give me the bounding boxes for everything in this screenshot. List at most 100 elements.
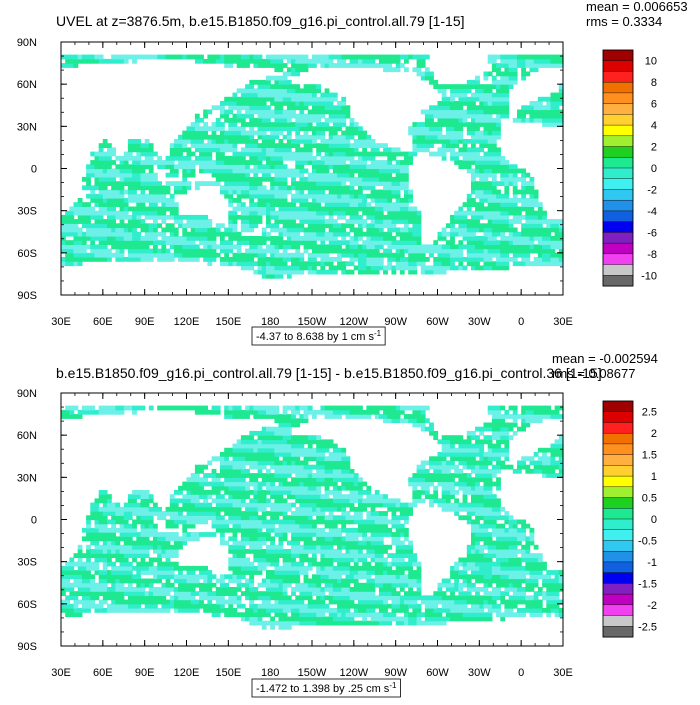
field-cell	[241, 126, 246, 131]
field-cell	[245, 131, 250, 136]
field-cell	[287, 202, 292, 207]
field-cell	[341, 118, 346, 123]
field-cell	[199, 600, 204, 605]
field-cell	[258, 185, 263, 190]
field-cell	[400, 253, 405, 258]
field-cell	[438, 101, 443, 106]
field-cell	[61, 579, 66, 584]
field-cell	[542, 211, 547, 216]
field-cell	[199, 147, 204, 152]
field-cell	[517, 249, 522, 254]
field-cell	[291, 55, 296, 60]
field-cell	[157, 215, 162, 220]
field-cell	[291, 223, 296, 228]
field-cell	[329, 173, 334, 178]
field-cell	[450, 228, 455, 233]
field-cell	[161, 202, 166, 207]
field-cell	[258, 105, 263, 110]
field-cell	[504, 236, 509, 241]
field-cell	[207, 515, 212, 520]
field-cell	[354, 240, 359, 245]
field-cell	[157, 595, 162, 600]
field-cell	[504, 110, 509, 115]
field-cell	[191, 232, 196, 237]
field-cell	[488, 169, 493, 174]
field-cell	[551, 97, 556, 102]
field-cell	[258, 63, 263, 68]
field-cell	[149, 173, 154, 178]
field-cell	[358, 143, 363, 148]
field-cell	[283, 76, 288, 81]
field-cell	[111, 232, 116, 237]
field-cell	[136, 249, 141, 254]
field-cell	[479, 173, 484, 178]
field-cell	[237, 456, 242, 461]
field-cell	[392, 228, 397, 233]
field-cell	[454, 135, 459, 140]
field-cell	[400, 266, 405, 271]
field-cell	[337, 126, 342, 131]
field-cell	[69, 583, 74, 588]
field-cell	[392, 207, 397, 212]
field-cell	[237, 444, 242, 449]
field-cell	[417, 55, 422, 60]
field-cell	[358, 228, 363, 233]
field-cell	[412, 126, 417, 131]
field-cell	[383, 63, 388, 68]
field-cell	[245, 105, 250, 110]
field-cell	[149, 181, 154, 186]
field-cell	[387, 249, 392, 254]
field-cell	[111, 198, 116, 203]
field-cell	[141, 503, 146, 508]
field-cell	[521, 59, 526, 64]
field-cell	[86, 223, 91, 228]
field-cell	[450, 105, 455, 110]
field-cell	[157, 223, 162, 228]
field-cell	[136, 211, 141, 216]
field-cell	[287, 232, 292, 237]
field-cell	[279, 257, 284, 262]
field-cell	[216, 486, 221, 491]
field-cell	[161, 194, 166, 199]
field-cell	[107, 536, 112, 541]
field-cell	[228, 406, 233, 411]
field-cell	[136, 160, 141, 165]
field-cell	[161, 549, 166, 554]
field-cell	[195, 579, 200, 584]
field-cell	[555, 93, 560, 98]
field-cell	[500, 156, 505, 161]
field-cell	[408, 55, 413, 60]
field-cell	[542, 232, 547, 237]
field-cell	[404, 190, 409, 195]
field-cell	[145, 139, 150, 144]
field-cell	[157, 194, 162, 199]
field-cell	[128, 55, 133, 60]
field-cell	[371, 169, 376, 174]
field-cell	[270, 59, 275, 64]
field-cell	[178, 498, 183, 503]
field-cell	[484, 181, 489, 186]
field-cell	[362, 143, 367, 148]
field-cell	[467, 110, 472, 115]
field-cell	[404, 228, 409, 233]
field-cell	[274, 126, 279, 131]
field-cell	[299, 194, 304, 199]
field-cell	[174, 55, 179, 60]
field-cell	[132, 223, 137, 228]
field-cell	[153, 219, 158, 224]
field-cell	[408, 236, 413, 241]
field-cell	[366, 143, 371, 148]
field-cell	[86, 515, 91, 520]
field-cell	[463, 257, 468, 262]
field-cell	[241, 473, 246, 478]
field-cell	[492, 152, 497, 157]
field-cell	[136, 494, 141, 499]
field-cell	[95, 511, 100, 516]
field-cell	[178, 135, 183, 140]
field-cell	[237, 249, 242, 254]
field-cell	[500, 219, 505, 224]
field-cell	[258, 131, 263, 136]
field-cell	[412, 244, 417, 249]
field-cell	[291, 173, 296, 178]
field-cell	[488, 97, 493, 102]
